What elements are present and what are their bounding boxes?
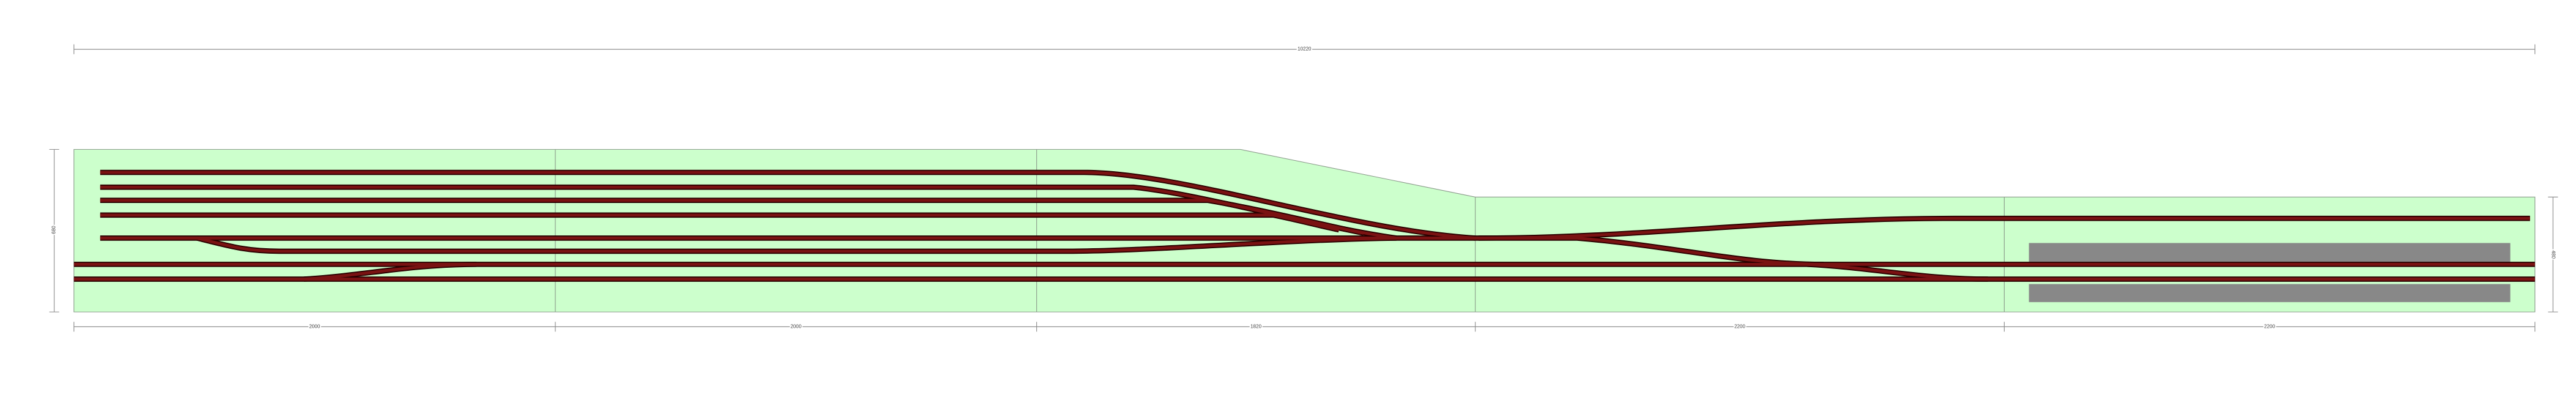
track-core bbox=[196, 237, 1397, 253]
right-height: 480 bbox=[2550, 251, 2556, 259]
track-core bbox=[100, 171, 1475, 240]
module-length: 2000 bbox=[309, 324, 320, 330]
tracks bbox=[73, 169, 2535, 282]
platform bbox=[2029, 284, 2511, 303]
total-length: 10220 bbox=[1297, 46, 1312, 52]
track-core bbox=[1807, 262, 1988, 281]
track-core bbox=[1479, 216, 2530, 240]
track-core bbox=[100, 199, 1364, 235]
module-length: 2200 bbox=[2264, 324, 2275, 330]
track-core bbox=[303, 262, 477, 281]
platform bbox=[2029, 243, 2511, 263]
module-length: 2000 bbox=[790, 324, 801, 330]
baseboard bbox=[73, 149, 2536, 312]
dimension-lines bbox=[49, 44, 2558, 332]
module-length: 1820 bbox=[1250, 324, 1261, 330]
module-length: 2200 bbox=[1734, 324, 1745, 330]
track-core bbox=[100, 213, 1340, 232]
left-height: 680 bbox=[51, 226, 57, 234]
